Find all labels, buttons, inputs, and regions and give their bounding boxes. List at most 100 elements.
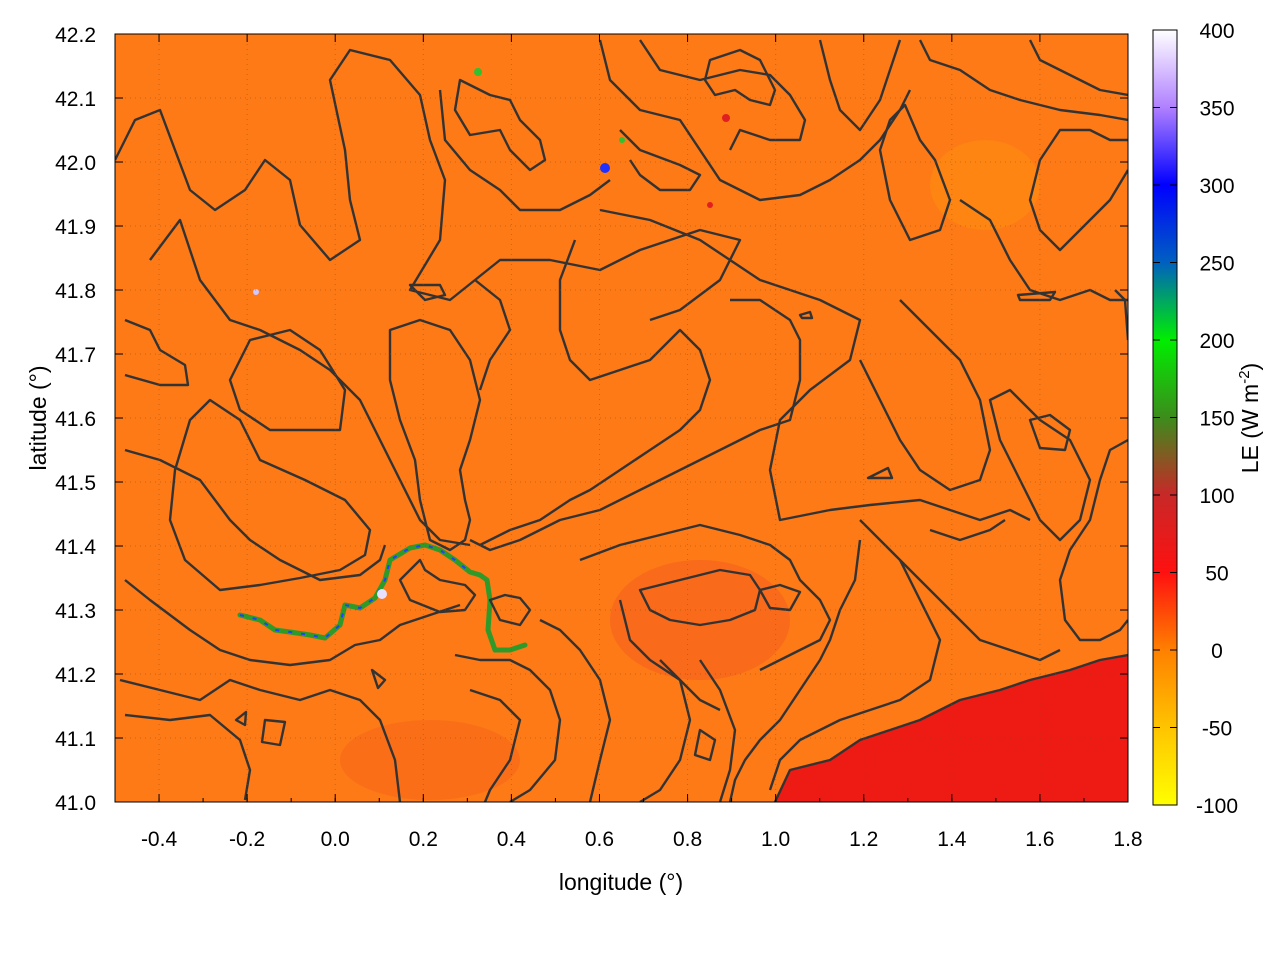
colorbar-tick-label: 150	[1199, 408, 1234, 431]
contour-line	[124, 318, 190, 387]
contour-line	[639, 659, 692, 802]
contour-line	[260, 718, 287, 747]
colorbar-title-exponent: -2	[1236, 370, 1253, 383]
colorbar-ticks: -100 -50 0 50 100 150 200 250 300 350 400	[1153, 20, 1238, 818]
colorbar-tick-label: 350	[1199, 98, 1234, 121]
contour-line	[959, 199, 1128, 302]
contour-line	[488, 593, 532, 627]
contour-line	[728, 539, 862, 802]
colorbar-tick-label: 250	[1199, 253, 1234, 276]
colorbar-title-main: LE (W m	[1237, 384, 1263, 473]
y-tick-label: 42.0	[55, 152, 96, 175]
contour-line	[866, 466, 894, 480]
reservoir-spot	[600, 163, 610, 173]
contour-line	[453, 78, 547, 172]
contour-line	[228, 328, 347, 432]
contour-line	[768, 559, 942, 791]
contour-line	[598, 39, 912, 202]
hot-spot	[722, 114, 730, 122]
contour-line	[693, 728, 717, 762]
contour-line	[798, 310, 814, 320]
reservoir-spot	[474, 68, 482, 76]
contour-line	[859, 519, 1061, 662]
y-tick-label: 41.9	[55, 216, 96, 239]
contour-line	[988, 388, 1092, 542]
contour-line	[1058, 438, 1128, 642]
colorbar-tick-label: -100	[1196, 795, 1238, 818]
y-tick-label: 41.7	[55, 344, 96, 367]
contour-line	[929, 519, 1006, 542]
river-highlights	[239, 543, 471, 640]
x-axis-title: longitude (°)	[559, 869, 683, 895]
x-tick-label: 0.0	[321, 828, 350, 851]
contour-line	[773, 653, 1128, 802]
contour-line	[119, 678, 402, 802]
contour-line	[370, 668, 387, 690]
contour-line	[618, 599, 721, 712]
hot-spot	[707, 202, 713, 208]
x-tick-label: -0.2	[229, 828, 265, 851]
contour-line	[149, 218, 471, 547]
y-tick-label: 41.2	[55, 664, 96, 687]
x-tick-label: 1.0	[761, 828, 790, 851]
contour-line	[703, 48, 777, 107]
cool-patch	[930, 140, 1040, 230]
warm-patch	[610, 560, 790, 680]
y-tick-label: 41.4	[55, 536, 96, 559]
reservoir-spot	[253, 289, 259, 295]
x-tick-label: 0.2	[409, 828, 438, 851]
colorbar-tick-label: 400	[1199, 20, 1234, 43]
contour-line	[1016, 290, 1057, 302]
contour-line	[168, 398, 372, 592]
x-tick-label: 1.4	[937, 828, 967, 851]
contour-line	[599, 208, 1031, 522]
colorbar-tick-label: 300	[1199, 175, 1234, 198]
contour-line	[1028, 413, 1072, 452]
colorbar-tick-label: 100	[1199, 485, 1234, 508]
contour-line	[818, 39, 902, 132]
contour-line	[639, 39, 807, 151]
x-tick-label: 0.8	[673, 828, 702, 851]
contour-line	[699, 659, 737, 802]
y-tick-label: 41.0	[55, 792, 96, 815]
contour-line	[878, 103, 952, 242]
colorbar-title-end: )	[1237, 363, 1263, 371]
contour-line	[479, 239, 712, 547]
coastal-strip	[775, 655, 1128, 802]
contour-line	[1028, 128, 1128, 252]
colorbar-tick-label: 200	[1199, 330, 1234, 353]
colorbar-tick-label: -50	[1202, 718, 1232, 741]
x-tick-label: 1.2	[849, 828, 878, 851]
contour-line	[408, 283, 447, 302]
contour-line	[438, 89, 611, 212]
plot-area	[114, 33, 1129, 803]
y-tick-label: 42.1	[55, 88, 96, 111]
contour-line	[234, 710, 248, 727]
colorbar-tick-label: 0	[1211, 640, 1223, 663]
y-tick-label: 41.5	[55, 472, 96, 495]
contour-line	[474, 279, 512, 391]
contour-line	[124, 713, 252, 801]
river-hotspot	[377, 589, 387, 599]
y-tick-label: 41.3	[55, 600, 96, 623]
river-channel	[237, 542, 528, 653]
contour-line	[638, 568, 762, 627]
x-tick-label: 1.8	[1113, 828, 1142, 851]
y-axis: 41.0 41.1 41.2 41.3 41.4 41.5 41.6 41.7 41.8 41.9…	[55, 24, 1128, 815]
colorbar-tick-label: 50	[1205, 563, 1228, 586]
contour-line	[758, 583, 802, 612]
contour-line	[124, 579, 461, 667]
x-tick-label: 0.6	[585, 828, 614, 851]
contour-line	[1114, 289, 1128, 341]
y-tick-label: 41.8	[55, 280, 96, 303]
y-axis-title: latitude (°)	[25, 365, 51, 470]
x-axis: -0.4 -0.2 0.0 0.2 0.4 0.6 0.8 1.0 1.2 1.4 1.6 1.8	[114, 34, 1143, 851]
heatmap-field	[115, 39, 1128, 802]
contour-line	[469, 298, 802, 552]
contour-line	[918, 39, 1128, 122]
reservoir-spot	[619, 137, 625, 143]
x-tick-label: 0.4	[497, 828, 527, 851]
contour-line	[539, 618, 612, 802]
contour-lines	[115, 39, 1128, 802]
